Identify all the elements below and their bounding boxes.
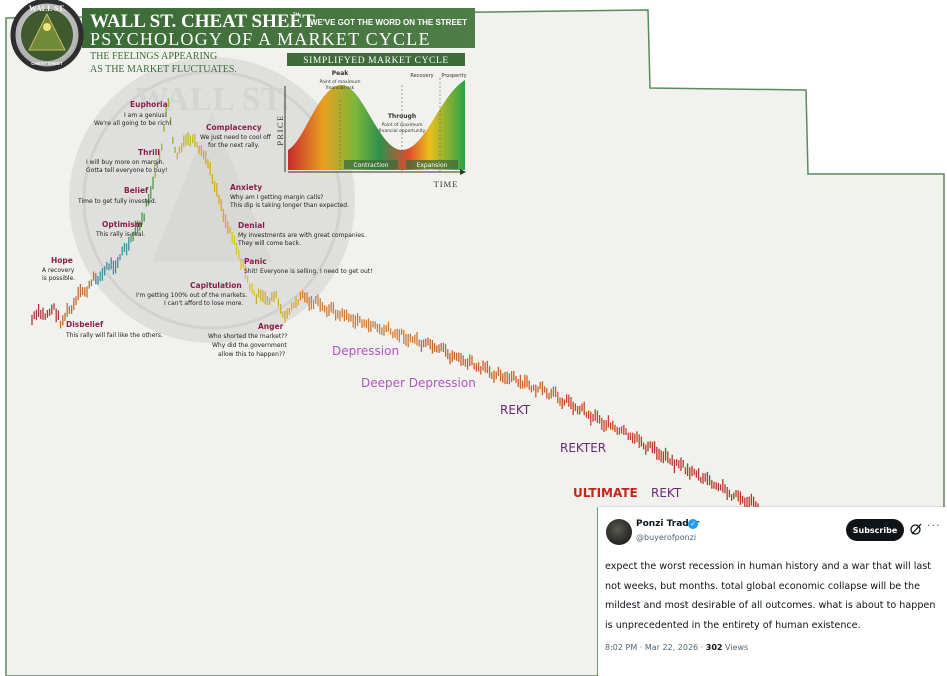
- emotion-anger-label: Anger: [258, 322, 284, 331]
- emotion-anxiety-note-1: Why am I getting margin calls?: [230, 194, 323, 201]
- emotion-belief-note: Time to get fully invested.: [77, 198, 157, 205]
- seal-logo: WALL ST. CHEAT SHEET: [10, 0, 84, 72]
- emotion-capitulation-note-2: I can't afford to lose more.: [164, 300, 243, 307]
- watermark-seal-text: WALL ST.: [135, 81, 289, 118]
- emotion-complacency-label: Complacency: [206, 123, 262, 132]
- emotion-panic-note: Shit! Everyone is selling. I need to get…: [244, 268, 373, 275]
- poster-subtitle-line1: THE FEELINGS APPEARING: [90, 51, 217, 62]
- cycle-prosperity-label: Prosperity: [441, 73, 466, 79]
- decline-phase-labels: Depression Deeper Depression REKT REKTER…: [332, 344, 682, 500]
- emotion-anger-note-2: Why did the government: [212, 342, 287, 349]
- emotion-denial-note-2: They will come back.: [237, 240, 301, 247]
- cycle-through-note-2: financial opportunity: [379, 128, 426, 134]
- view-count: 302: [705, 643, 723, 652]
- phase-depression: Depression: [332, 344, 399, 358]
- emotion-capitulation-note-1: I'm getting 100% out of the markets.: [136, 292, 247, 299]
- emotion-denial-label: Denial: [238, 221, 265, 230]
- emotion-euphoria-label: Euphoria: [130, 100, 168, 109]
- emotion-hope-note-2: is possible.: [42, 275, 75, 282]
- seal-logo-text-bottom: CHEAT SHEET: [31, 61, 63, 66]
- grok-icon[interactable]: [909, 522, 923, 536]
- phase-ultimate-rekt: REKT: [651, 486, 682, 500]
- cycle-recovery-label: Recovery: [410, 73, 433, 79]
- emotion-denial-note-1: My investments are with great companies.: [238, 232, 366, 239]
- author-name[interactable]: Ponzi Trader: [636, 519, 700, 529]
- trademark: ™: [292, 11, 300, 20]
- simplified-cycle-inset: SIMPLIFYED MARKET CYCLE PRICE TIME Peak …: [275, 53, 467, 189]
- verified-badge-icon: ✓: [688, 519, 698, 529]
- emotion-disbelief-label: Disbelief: [66, 320, 104, 329]
- emotion-capitulation-label: Capitulation: [190, 281, 242, 290]
- emotion-anger-note-3: allow this to happen??: [218, 351, 285, 358]
- emotion-labels: Disbelief This rally will fail like the …: [42, 100, 373, 358]
- phase-rekter: REKTER: [560, 441, 606, 455]
- emotion-disbelief-note: This rally will fail like the others.: [65, 332, 163, 339]
- cycle-expansion-label: Expansion: [417, 162, 448, 169]
- price-axis-label: PRICE: [275, 114, 285, 146]
- phase-rekt: REKT: [500, 403, 531, 417]
- cycle-contraction-label: Contraction: [354, 162, 389, 169]
- phase-ultimate: ULTIMATE: [573, 486, 638, 500]
- slogan: WE'VE GOT THE WORD ON THE STREET: [310, 18, 467, 27]
- emotion-complacency-note-2: for the next rally.: [208, 142, 259, 149]
- emotion-belief-label: Belief: [124, 186, 149, 195]
- tweet-meta: 8:02 PM · Mar 22, 2026 · 302 Views: [605, 643, 748, 652]
- emotion-optimism-note: This rally is real.: [95, 231, 145, 238]
- poster-subtitle-line2: AS THE MARKET FLUCTUATES.: [90, 64, 237, 75]
- seal-logo-text-top: WALL ST.: [29, 4, 65, 13]
- emotion-euphoria-note-2: We're all going to be rich!: [94, 120, 171, 127]
- cycle-peak-note-2: financial risk: [326, 85, 355, 91]
- watermark-seal: WALL ST.: [69, 57, 355, 343]
- phase-deeper-depression: Deeper Depression: [361, 376, 476, 390]
- title-banner: WALL ST. CHEAT SHEET ™ WE'VE GOT THE WOR…: [82, 8, 475, 49]
- emotion-anxiety-note-2: This dip is taking longer than expected.: [229, 202, 349, 209]
- cycle-peak-note-1: Point of maximum: [319, 79, 360, 85]
- views-label: Views: [725, 643, 749, 652]
- author-handle[interactable]: @buyerofponzi: [636, 533, 697, 542]
- emotion-optimism-label: Optimism: [102, 220, 143, 229]
- emotion-panic-label: Panic: [244, 257, 267, 266]
- avatar[interactable]: [606, 519, 632, 545]
- emotion-euphoria-note-1: I am a genius!: [124, 112, 167, 119]
- tweet-card[interactable]: Ponzi Trader ✓ @buyerofponzi Subscribe ·…: [598, 507, 947, 676]
- emotion-thrill-label: Thrill: [138, 148, 160, 157]
- tweet-text: expect the worst recession in human hist…: [605, 561, 936, 631]
- brand-name: WALL ST. CHEAT SHEET: [90, 11, 315, 32]
- emotion-thrill-note-2: Gotta tell everyone to buy!: [86, 167, 167, 174]
- cycle-through-label: Through: [388, 113, 416, 120]
- price-line: [31, 98, 759, 517]
- time-axis-label: TIME: [434, 179, 459, 189]
- cycle-peak-label: Peak: [332, 70, 350, 77]
- emotion-anger-note-1: Who shorted the market??: [208, 333, 288, 340]
- tweet-timestamp[interactable]: 8:02 PM · Mar 22, 2026 ·: [605, 643, 704, 652]
- cycle-through-note-1: Point of maximum: [381, 122, 422, 128]
- more-options-icon[interactable]: ···: [927, 519, 941, 532]
- emotion-thrill-note-1: I will buy more on margin.: [86, 159, 165, 166]
- emotion-hope-label: Hope: [51, 256, 73, 265]
- emotion-complacency-note-1: We just need to cool off: [200, 134, 272, 141]
- emotion-anxiety-label: Anxiety: [230, 183, 262, 192]
- subscribe-button[interactable]: Subscribe: [846, 519, 904, 541]
- emotion-hope-note-1: A recovery: [42, 267, 75, 274]
- poster-title: PSYCHOLOGY OF A MARKET CYCLE: [90, 29, 431, 49]
- simplified-cycle-title: SIMPLIFYED MARKET CYCLE: [303, 56, 449, 66]
